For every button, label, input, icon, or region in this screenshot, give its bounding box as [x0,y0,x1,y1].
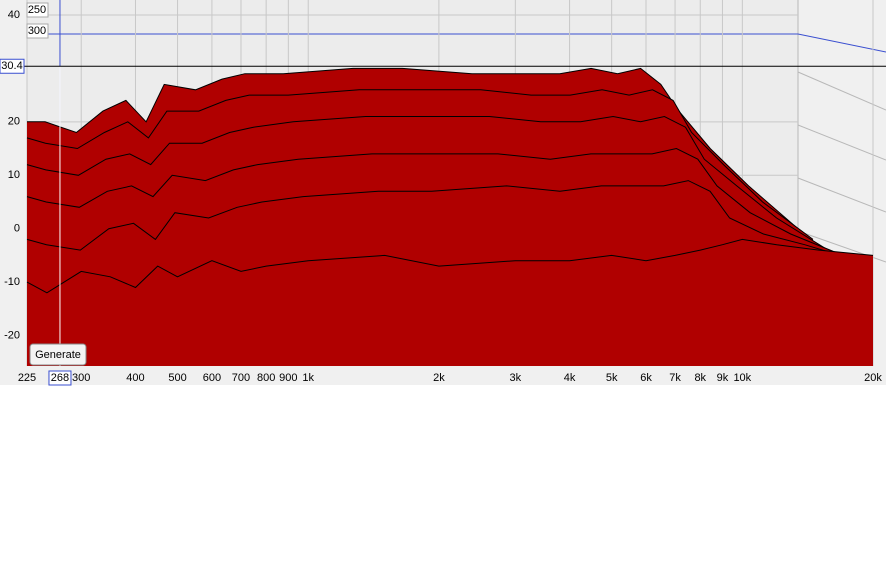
x-tick-label: 300 [72,372,90,384]
y-tick-label: 20 [8,116,20,128]
perspective-line [797,177,886,213]
cursor-x-label: 268 [51,372,69,384]
slice-line [26,180,859,262]
x-tick-label: 225 [18,372,36,384]
x-tick-label: 20k [864,372,882,384]
x-tick-label: 8k [694,372,706,384]
x-tick-label: 6k [640,372,652,384]
x-tick-label: 9k [717,372,729,384]
generate-button[interactable] [29,343,87,366]
slice-line [27,67,799,230]
x-tick-label: 3k [510,372,522,384]
x-tick-label: 600 [203,372,221,384]
x-tick-label: 5k [606,372,618,384]
y-tick-label: -10 [4,276,20,288]
depth-label-box [26,2,49,18]
slice-line [26,147,844,256]
depth-label: 300 [28,25,46,37]
x-tick-label: 700 [232,372,250,384]
slice-line [26,89,814,240]
x-tick-label: 7k [669,372,681,384]
x-tick-label: 400 [126,372,144,384]
slice-fill [27,239,873,366]
x-tick-label: 500 [168,372,186,384]
y-tick-label: 10 [8,169,20,181]
depth-label-box [26,23,49,39]
y-tick-label: 0 [14,223,20,235]
depth-line [27,33,886,53]
slice-line [26,115,829,251]
cursor-y-label: 30.4 [1,60,22,72]
perspective-line [797,124,886,161]
perspective-line [797,71,886,111]
y-tick-label: -20 [4,329,20,341]
cursor-x-box [48,370,72,386]
x-tick-label: 800 [257,372,275,384]
x-tick-label: 900 [279,372,297,384]
cursor-y-box [0,58,25,74]
generate-button-label[interactable]: Generate [35,349,81,361]
x-tick-label: 1k [302,372,314,384]
x-tick-label: 2k [433,372,445,384]
x-tick-label: 4k [564,372,576,384]
depth-label: 250 [28,4,46,16]
x-tick-label: 10k [733,372,751,384]
slice-line [26,238,874,294]
y-tick-label: 40 [8,9,20,21]
